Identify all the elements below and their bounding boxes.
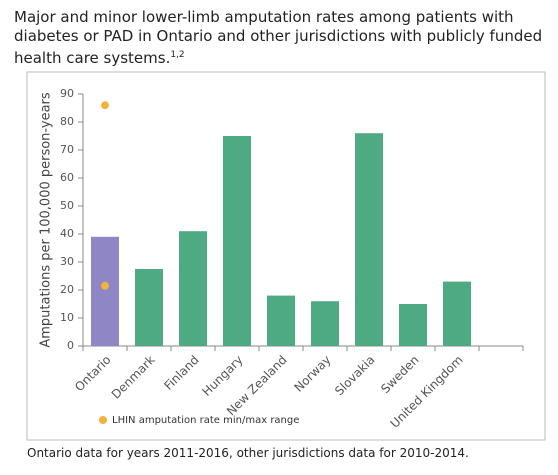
chart-frame xyxy=(26,71,546,441)
y-tick-label: 0 xyxy=(67,339,74,352)
bar xyxy=(355,133,383,346)
y-tick-label: 60 xyxy=(60,171,74,184)
legend-label: LHIN amputation rate min/max range xyxy=(112,415,299,426)
y-tick-label: 10 xyxy=(60,311,74,324)
y-tick-label: 40 xyxy=(60,227,74,240)
y-tick-label: 20 xyxy=(60,283,74,296)
bar xyxy=(91,236,119,346)
bar xyxy=(223,136,251,346)
range-marker xyxy=(101,281,109,290)
y-tick-label: 90 xyxy=(60,87,74,100)
bar xyxy=(399,304,427,346)
bar xyxy=(311,301,339,346)
y-tick-label: 80 xyxy=(60,115,74,128)
x-tick-label: Sweden xyxy=(378,353,421,396)
y-tick-label: 50 xyxy=(60,199,74,212)
legend-marker xyxy=(99,416,107,424)
bar xyxy=(135,269,163,346)
bar xyxy=(179,231,207,346)
chart-title-block: Major and minor lower-limb amputation ra… xyxy=(14,8,544,68)
title-superscript: 1,2 xyxy=(170,50,185,60)
x-tick-label: Slovakia xyxy=(332,353,378,399)
x-tick-label: Hungary xyxy=(199,353,245,399)
y-tick-label: 70 xyxy=(60,143,74,156)
bar xyxy=(267,295,295,346)
x-tick-label: Denmark xyxy=(109,353,158,402)
y-axis-label: Amputations per 100,000 person-years xyxy=(39,92,54,348)
chart-title: Major and minor lower-limb amputation ra… xyxy=(14,8,543,67)
footnote: Ontario data for years 2011-2016, other … xyxy=(27,446,469,460)
x-tick-label: Norway xyxy=(292,353,334,395)
range-marker xyxy=(101,101,109,110)
y-tick-label: 30 xyxy=(60,255,74,268)
bar xyxy=(443,281,471,346)
x-tick-label: Ontario xyxy=(72,353,114,395)
x-tick-label: Finland xyxy=(161,353,201,393)
